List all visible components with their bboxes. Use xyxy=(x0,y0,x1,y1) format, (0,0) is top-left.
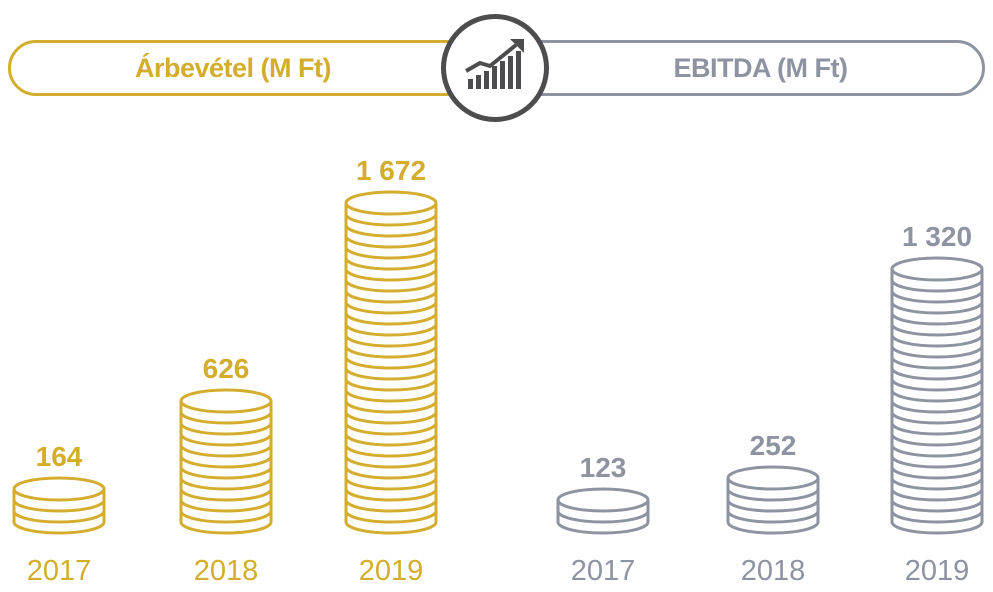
value-label: 252 xyxy=(750,430,797,461)
year-label: 2019 xyxy=(359,555,424,587)
coin-top xyxy=(344,190,438,216)
revenue-stack-2019 xyxy=(344,190,438,535)
year-label: 2019 xyxy=(905,555,970,587)
year-label: 2018 xyxy=(741,555,806,587)
revenue-header-pill: Árbevétel (M Ft) xyxy=(8,40,498,96)
value-label: 1 320 xyxy=(902,221,972,252)
revenue-header-label: Árbevétel (M Ft) xyxy=(134,52,332,83)
coin-top xyxy=(890,256,984,282)
revenue-stack-2018 xyxy=(179,388,273,535)
year-label: 2018 xyxy=(194,555,259,587)
revenue-stack-2017 xyxy=(12,476,106,535)
coin-top xyxy=(556,487,650,513)
coin-top xyxy=(179,388,273,414)
coin-top xyxy=(726,465,820,491)
ebitda-stack-2017 xyxy=(556,487,650,535)
ebitda-stack-2019 xyxy=(890,256,984,535)
value-label: 164 xyxy=(36,441,83,472)
growth-chart-icon xyxy=(441,14,549,122)
year-label: 2017 xyxy=(571,555,636,587)
value-label: 1 672 xyxy=(356,155,426,186)
year-label: 2017 xyxy=(27,555,92,587)
ebitda-stack-2018 xyxy=(726,465,820,535)
value-label: 123 xyxy=(580,452,627,483)
coin-top xyxy=(12,476,106,502)
value-label: 626 xyxy=(203,353,250,384)
ebitda-header-label: EBITDA (M Ft) xyxy=(673,52,848,83)
